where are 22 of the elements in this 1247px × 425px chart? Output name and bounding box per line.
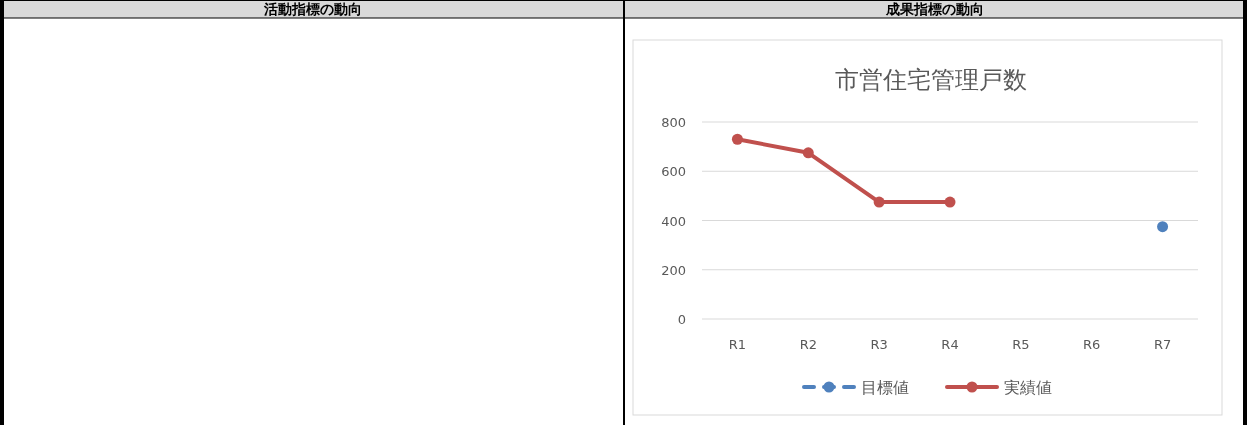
point (873, 196, 885, 208)
text: 活動指標の動向 (263, 1, 362, 17)
legend-label: 実績値 (1004, 378, 1052, 397)
x-tick-label: R1 (728, 337, 747, 352)
y-tick-label: 0 (677, 312, 686, 327)
text: 成果指標の動向 (885, 1, 984, 17)
point (731, 133, 743, 145)
y-tick-label: 800 (661, 115, 686, 130)
point (1157, 221, 1169, 233)
point (944, 196, 956, 208)
y-tick-label: 400 (661, 213, 686, 229)
x-tick-label: R3 (870, 337, 888, 352)
chart-title: 市営住宅管理戸数 (835, 66, 1027, 94)
x-tick-label: R7 (1153, 337, 1172, 352)
x-tick-label: R4 (941, 337, 959, 352)
x-tick-label: R2 (799, 337, 817, 352)
x-tick-label: R5 (1012, 337, 1030, 352)
point (802, 147, 814, 159)
legend-label: 目標値 (861, 378, 909, 397)
x-tick-label: R6 (1083, 337, 1101, 352)
y-tick-label: 200 (661, 262, 686, 278)
y-tick-label: 600 (661, 164, 686, 180)
